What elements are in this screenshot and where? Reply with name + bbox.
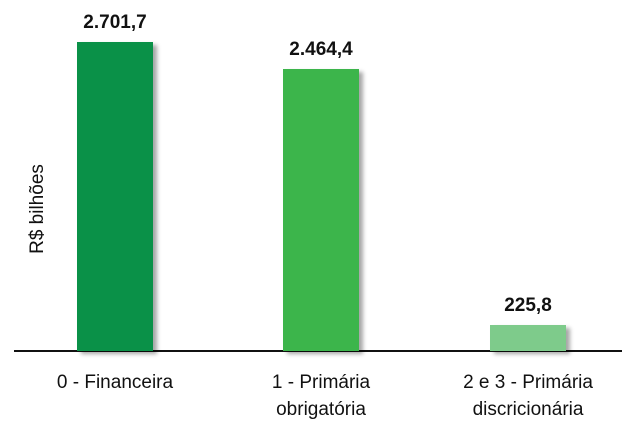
bar (490, 325, 566, 351)
data-label: 2.701,7 (83, 12, 147, 34)
data-label: 225,8 (504, 295, 552, 317)
bar (283, 69, 359, 351)
x-tick-label: 2 e 3 - Primária discricionária (463, 372, 593, 420)
x-tick-label: 1 - Primária obrigatória (271, 372, 371, 420)
x-axis (14, 350, 622, 352)
data-label: 2.464,4 (289, 39, 353, 61)
x-tick-label: 0 - Financeira (56, 372, 174, 393)
y-axis-label: R$ bilhões (27, 164, 48, 254)
bar (77, 42, 153, 351)
